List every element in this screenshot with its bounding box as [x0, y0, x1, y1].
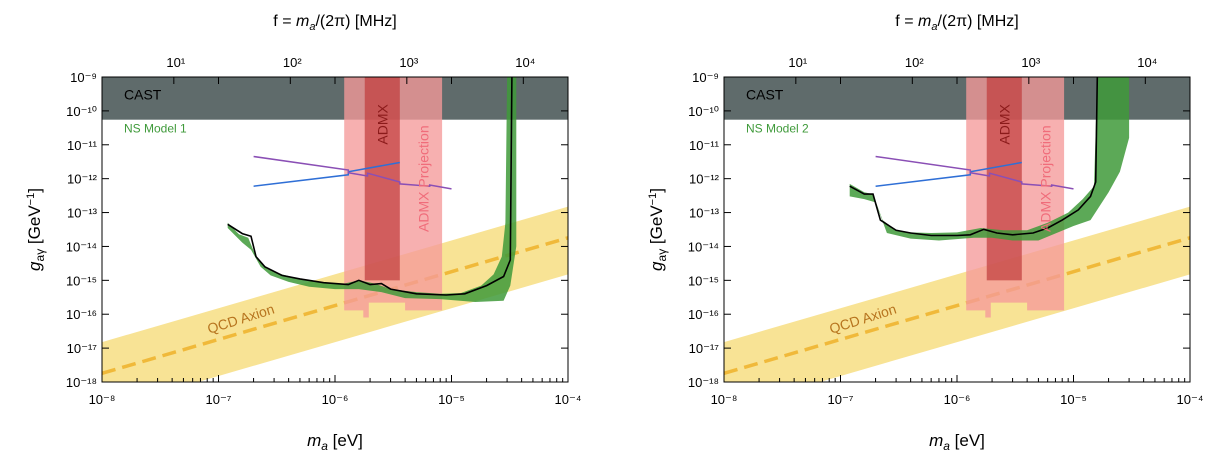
admx-region — [986, 77, 1022, 281]
y-tick-label: 10⁻¹⁶ — [66, 307, 97, 322]
plot-area — [724, 77, 1190, 382]
y-tick-label: 10⁻¹² — [67, 172, 98, 187]
admx-label: ADMX — [996, 103, 1012, 144]
x-tick-label: 10⁻⁵ — [438, 392, 465, 407]
x-tick-label: 10⁻⁴ — [1177, 392, 1204, 407]
y-tick-label: 10⁻¹³ — [689, 206, 720, 221]
y-tick-label: 10⁻¹⁶ — [688, 307, 719, 322]
purple-sensitivity-line — [253, 155, 452, 190]
x-tick-label: 10⁻⁸ — [89, 392, 116, 407]
y-tick-label: 10⁻⁹ — [70, 70, 97, 85]
cast-label: CAST — [124, 87, 162, 103]
top-axis-title: f = ma/(2π) [MHz] — [273, 13, 396, 33]
top-axis-title: f = ma/(2π) [MHz] — [895, 13, 1018, 33]
y-tick-label: 10⁻¹⁴ — [688, 239, 719, 254]
top-tick-label: 10² — [283, 55, 302, 70]
admx-region — [364, 77, 400, 281]
y-tick-label: 10⁻¹³ — [67, 206, 98, 221]
y-tick-label: 10⁻¹⁴ — [66, 239, 97, 254]
ns-model-line — [227, 77, 513, 296]
cast-label: CAST — [746, 87, 784, 103]
y-tick-label: 10⁻⁹ — [692, 70, 719, 85]
top-tick-label: 10⁴ — [515, 55, 535, 70]
x-tick-label: 10⁻⁵ — [1060, 392, 1087, 407]
y-tick-label: 10⁻¹² — [689, 172, 720, 187]
qcd-axion-line — [102, 236, 568, 376]
ns-model-band — [849, 77, 1130, 241]
x-tick-label: 10⁻⁶ — [944, 392, 971, 407]
x-tick-label: 10⁻⁷ — [827, 392, 853, 407]
y-tick-label: 10⁻¹⁰ — [688, 104, 719, 119]
y-axis-title: gaγ [GeV−1] — [647, 188, 669, 271]
panel-label: NS Model 1 — [124, 122, 187, 136]
y-tick-label: 10⁻¹⁷ — [67, 341, 98, 356]
admx-projection-label: ADMX Projection — [416, 125, 432, 232]
top-tick-label: 10⁴ — [1137, 55, 1157, 70]
x-tick-label: 10⁻⁶ — [322, 392, 349, 407]
qcd-axion-band — [724, 206, 1190, 382]
y-tick-label: 10⁻¹¹ — [689, 138, 720, 153]
admx-label: ADMX — [374, 103, 390, 144]
y-tick-label: 10⁻¹⁵ — [688, 273, 719, 288]
purple-sensitivity-line — [875, 155, 1074, 190]
y-axis-title: gaγ [GeV−1] — [25, 188, 47, 271]
top-tick-label: 10¹ — [788, 55, 807, 70]
top-tick-label: 10³ — [399, 55, 418, 70]
y-tick-label: 10⁻¹⁸ — [66, 375, 97, 390]
x-tick-label: 10⁻⁴ — [555, 392, 582, 407]
admx-projection-label: ADMX Projection — [1038, 125, 1054, 232]
ns-model-line — [849, 77, 1099, 237]
qcd-axion-line — [724, 236, 1190, 376]
x-axis-title: ma [eV] — [929, 431, 985, 453]
y-tick-label: 10⁻¹⁷ — [689, 341, 720, 356]
top-tick-label: 10¹ — [166, 55, 185, 70]
y-tick-label: 10⁻¹¹ — [67, 138, 98, 153]
x-axis-title: ma [eV] — [307, 431, 363, 453]
x-tick-label: 10⁻⁷ — [205, 392, 231, 407]
y-tick-label: 10⁻¹⁵ — [66, 273, 97, 288]
x-tick-label: 10⁻⁸ — [711, 392, 738, 407]
cast-region — [102, 77, 568, 120]
plot-area — [102, 77, 568, 382]
y-tick-label: 10⁻¹⁸ — [688, 375, 719, 390]
top-tick-label: 10³ — [1021, 55, 1040, 70]
qcd-axion-band — [102, 206, 568, 382]
y-tick-label: 10⁻¹⁰ — [66, 104, 97, 119]
top-tick-label: 10² — [905, 55, 924, 70]
panel-label: NS Model 2 — [746, 122, 809, 136]
